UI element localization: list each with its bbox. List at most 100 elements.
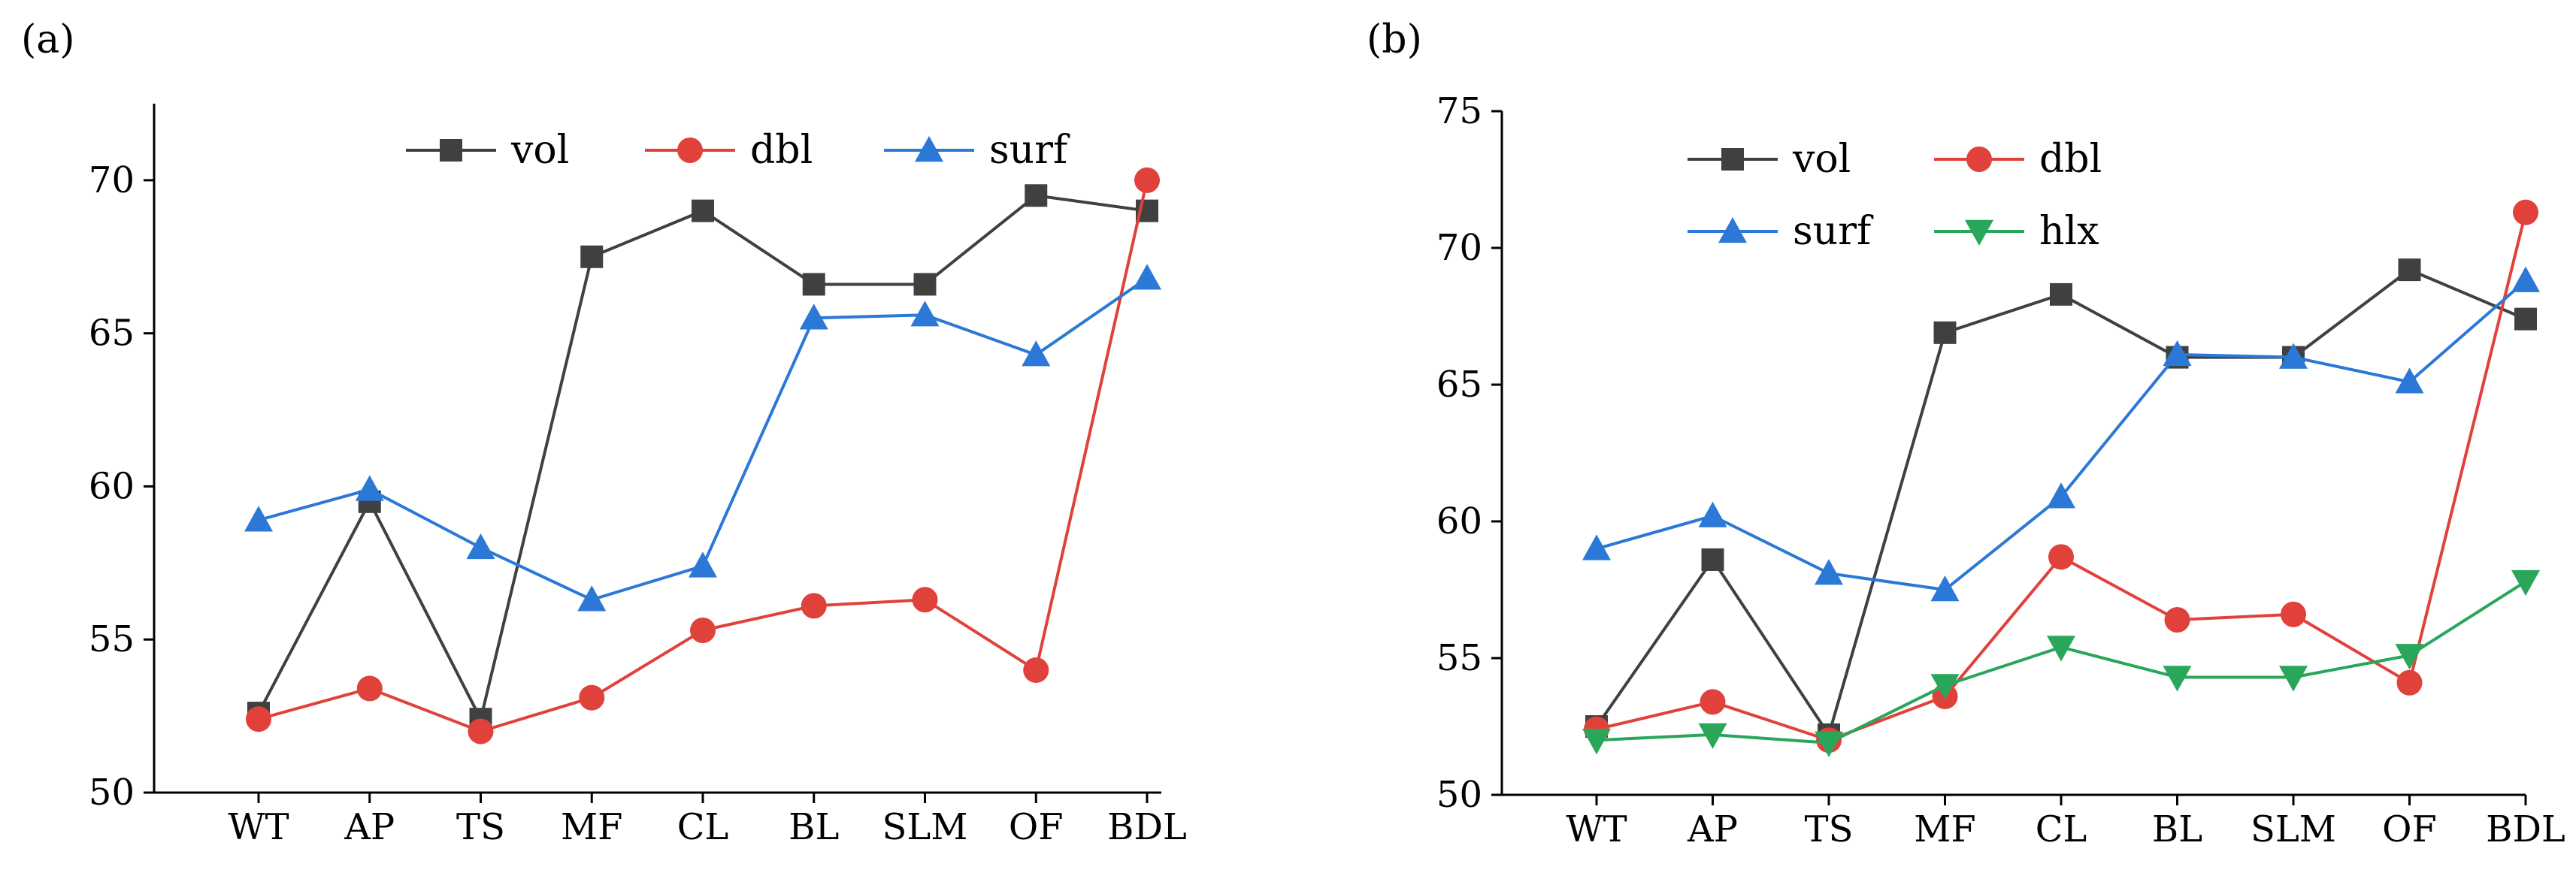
y-tick-label: 60	[89, 465, 135, 507]
data-point-hlx	[1930, 674, 1960, 700]
data-point-hlx	[2395, 644, 2424, 670]
chart-panel-0: (a) 50 55 60 65 70 WT AP TS MF CL BL SLM OF BDL vol dbl s…	[21, 17, 1187, 848]
data-point-surf	[355, 475, 384, 501]
data-point-hlx	[2279, 666, 2308, 692]
data-point-dbl	[468, 718, 494, 745]
data-point-vol	[1933, 321, 1957, 344]
legend-item-vol: vol	[1688, 137, 1851, 182]
series-vol	[247, 184, 1158, 731]
data-point-dbl	[1700, 689, 1726, 715]
data-point-surf	[1815, 559, 1843, 585]
legend-item-surf: surf	[1688, 209, 1874, 254]
y-tick-label: 50	[1436, 774, 1482, 816]
series-line-surf	[258, 276, 1149, 602]
x-tick-label: SLM	[882, 806, 968, 848]
legend-swatch-marker	[677, 137, 703, 163]
legend-item-dbl: dbl	[645, 128, 813, 173]
x-tick-label: BL	[789, 806, 839, 848]
data-point-surf	[2511, 266, 2540, 292]
y-tick-label: 65	[1436, 364, 1482, 406]
data-point-surf	[1698, 501, 1727, 527]
data-point-surf	[2047, 482, 2075, 509]
data-point-dbl	[1134, 167, 1160, 193]
panel-label: (b)	[1367, 17, 1422, 62]
data-point-dbl	[2164, 607, 2190, 633]
data-point-dbl	[356, 675, 383, 702]
x-tick-label: BDL	[2486, 808, 2565, 850]
x-tick-label: SLM	[2251, 808, 2336, 850]
data-point-dbl	[912, 587, 938, 613]
data-point-surf	[2163, 340, 2192, 367]
data-point-vol	[692, 199, 714, 222]
data-point-vol	[913, 273, 937, 296]
data-point-dbl	[2513, 199, 2538, 225]
x-tick-label: WT	[228, 806, 289, 848]
data-point-surf	[1582, 534, 1611, 560]
data-point-dbl	[1023, 657, 1049, 683]
x-tick-label: WT	[1566, 808, 1627, 850]
legend-item-vol: vol	[406, 128, 569, 173]
series-line-hlx	[1596, 580, 2527, 745]
data-point-surf	[1133, 264, 1161, 290]
legend-label: dbl	[750, 128, 813, 173]
legend-swatch-marker	[440, 139, 462, 162]
data-point-surf	[1930, 575, 1960, 602]
legend-swatch-marker	[1721, 148, 1744, 171]
series-hlx	[1582, 569, 2540, 757]
y-tick-label: 70	[1436, 227, 1482, 269]
data-point-dbl	[2281, 601, 2306, 627]
data-point-surf	[2395, 367, 2424, 394]
data-point-vol	[1025, 184, 1048, 207]
x-tick-label: TS	[456, 806, 505, 848]
data-point-hlx	[1582, 729, 1611, 755]
x-tick-label: BL	[2152, 808, 2202, 850]
data-point-vol	[802, 273, 825, 296]
y-tick-label: 60	[1436, 500, 1482, 542]
legend-swatch-marker	[1966, 146, 1992, 172]
data-point-vol	[1701, 548, 1724, 571]
data-point-surf	[689, 551, 717, 578]
data-point-dbl	[2048, 544, 2074, 570]
data-point-vol	[2514, 307, 2537, 331]
data-point-surf	[577, 585, 607, 612]
data-point-surf	[244, 506, 273, 532]
x-tick-label: AP	[1687, 808, 1738, 850]
data-point-hlx	[2163, 666, 2192, 692]
y-tick-label: 50	[89, 772, 135, 814]
y-tick-label: 70	[89, 159, 135, 201]
legend: vol dbl surf hlx	[1688, 137, 2102, 254]
legend-swatch-marker	[915, 136, 943, 162]
data-point-hlx	[2511, 569, 2540, 597]
x-tick-label: OF	[2382, 808, 2437, 850]
data-point-surf	[2279, 343, 2308, 369]
y-tick-label: 75	[1436, 90, 1482, 132]
legend-item-surf: surf	[884, 128, 1070, 173]
panel-label: (a)	[21, 17, 75, 62]
series-surf	[1582, 266, 2540, 602]
data-point-dbl	[2396, 669, 2423, 696]
data-point-surf	[466, 533, 495, 560]
x-tick-label: CL	[2036, 808, 2087, 850]
data-point-dbl	[801, 593, 827, 619]
series-line-surf	[1596, 279, 2527, 591]
legend-label: vol	[1792, 137, 1851, 182]
x-tick-label: MF	[561, 806, 622, 848]
legend-label: hlx	[2039, 209, 2099, 254]
legend-label: dbl	[2039, 137, 2102, 182]
legend-label: surf	[1793, 209, 1874, 254]
data-point-surf	[1022, 340, 1051, 367]
series-dbl	[1584, 199, 2538, 754]
data-point-hlx	[1815, 731, 1843, 757]
y-tick-label: 55	[1436, 637, 1482, 679]
legend-item-dbl: dbl	[1934, 137, 2102, 182]
x-tick-label: BDL	[1107, 806, 1187, 848]
legend-item-hlx: hlx	[1934, 209, 2099, 254]
data-point-vol	[580, 245, 604, 268]
data-point-hlx	[2047, 636, 2075, 662]
chart-panel-1: (b) 50 55 60 65 70 75 WT AP TS MF CL BL SLM OF BDL vol db…	[1367, 17, 2565, 850]
data-point-surf	[910, 301, 940, 327]
data-point-vol	[2050, 282, 2072, 306]
series-line-dbl	[258, 180, 1149, 733]
x-tick-label: OF	[1009, 806, 1064, 848]
